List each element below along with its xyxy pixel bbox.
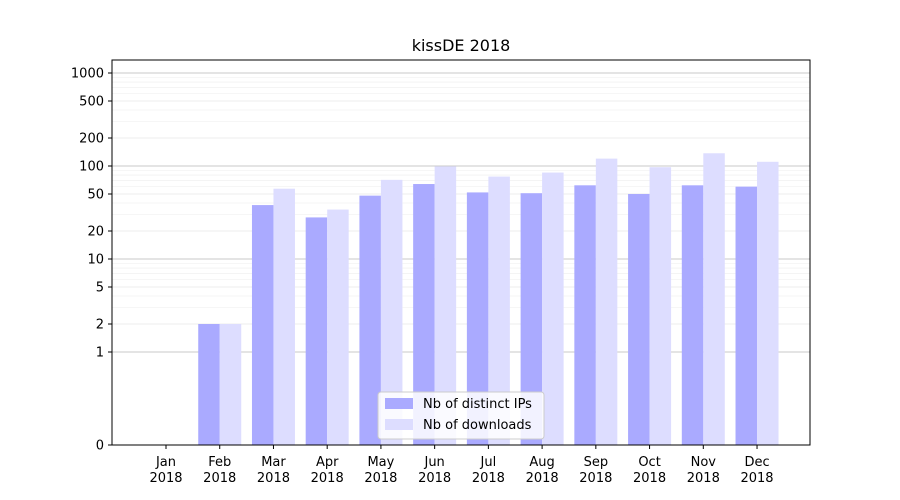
legend: Nb of distinct IPs Nb of downloads (377, 391, 545, 440)
x-tick-label-month: Oct (638, 455, 660, 470)
legend-swatch-ips (385, 398, 413, 409)
x-tick-label-month: Mar (261, 455, 286, 470)
bar-downloads (380, 179, 403, 445)
y-tick-label: 20 (87, 225, 104, 240)
x-tick-label-year: 2018 (472, 471, 505, 486)
bar-distinct-ips (520, 193, 543, 445)
x-tick-label-year: 2018 (418, 471, 451, 486)
bar-downloads (757, 161, 779, 445)
x-tick-label-year: 2018 (203, 471, 236, 486)
x-tick-label-month: Aug (529, 455, 554, 470)
y-tick-label: 500 (79, 94, 104, 109)
bar-distinct-ips (628, 193, 650, 445)
x-tick-label-month: May (367, 455, 394, 470)
x-tick-label-month: Jun (423, 455, 444, 470)
x-tick-label-year: 2018 (633, 471, 666, 486)
x-tick-label-year: 2018 (579, 471, 612, 486)
y-tick-label: 5 (96, 280, 104, 295)
legend-box (377, 391, 545, 440)
x-tick-label-month: Feb (208, 455, 231, 470)
bar-downloads (219, 324, 242, 445)
y-tick-label: 2 (96, 318, 104, 333)
y-tick-label: 1000 (71, 67, 104, 82)
x-tick-label-year: 2018 (364, 471, 397, 486)
chart-title: kissDE 2018 (412, 36, 511, 55)
legend-swatch-downloads (385, 419, 413, 430)
y-tick-label: 1 (96, 346, 104, 361)
bar-downloads (703, 153, 725, 446)
bar-downloads (273, 188, 295, 445)
bar-downloads (488, 176, 510, 445)
x-tick-label-year: 2018 (257, 471, 290, 486)
bar-distinct-ips (413, 184, 435, 445)
bar-distinct-ips (251, 205, 274, 445)
legend-label-ips: Nb of distinct IPs (423, 397, 532, 412)
x-tick-label-year: 2018 (687, 471, 720, 486)
bar-downloads (649, 167, 672, 445)
bar-distinct-ips (466, 192, 489, 445)
y-tick-label: 50 (87, 187, 104, 202)
x-tick-label-month: Apr (316, 455, 339, 470)
x-tick-label-year: 2018 (311, 471, 344, 486)
x-tick-label-year: 2018 (526, 471, 559, 486)
bar-downloads (595, 158, 618, 445)
y-tick-label: 200 (79, 132, 104, 147)
x-tick-label-month: Sep (584, 455, 609, 470)
bar-downloads (542, 172, 564, 446)
bar-downloads (327, 209, 349, 445)
x-tick-label-year: 2018 (740, 471, 773, 486)
y-axis: 0 1 2 5 10 20 50 100 200 500 1000 (71, 67, 112, 454)
y-tick-label: 0 (96, 439, 104, 454)
x-tick-label-year: 2018 (149, 471, 182, 486)
plot-frame (111, 59, 811, 446)
x-tick-label-month: Jul (480, 455, 497, 470)
x-tick-label-month: Jan (155, 455, 176, 470)
bar-distinct-ips (681, 185, 704, 446)
bar-distinct-ips (359, 195, 381, 445)
bar-distinct-ips (305, 217, 328, 445)
y-tick-label: 100 (79, 160, 104, 175)
x-tick-label-month: Dec (744, 455, 769, 470)
y-tick-label: 10 (87, 253, 104, 268)
bar-distinct-ips (198, 324, 220, 445)
bar-downloads (434, 166, 457, 445)
legend-label-downloads: Nb of downloads (423, 418, 532, 433)
x-tick-label-month: Nov (691, 455, 717, 470)
x-axis: Jan2018Feb2018Mar2018Apr2018May2018Jun20… (149, 445, 774, 486)
bar-distinct-ips (735, 186, 758, 445)
bars (198, 153, 779, 446)
bar-distinct-ips (574, 185, 596, 446)
